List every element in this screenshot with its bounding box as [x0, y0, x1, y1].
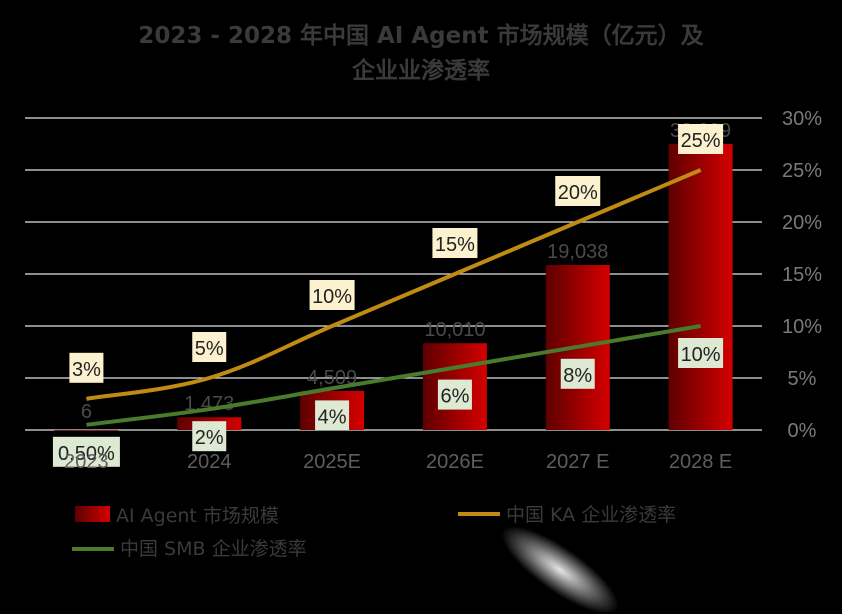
- point-label-box: [52, 436, 120, 467]
- legend: AI Agent 市场规模 中国 KA 企业渗透率 中国 SMB 企业渗透率: [72, 504, 676, 560]
- point-label-box: [437, 379, 472, 410]
- point-label-box: [309, 280, 355, 310]
- point-label-box: [678, 338, 724, 368]
- point-label: 4%: [318, 406, 347, 428]
- series-line: [86, 168, 702, 401]
- point-label: 25%: [681, 130, 721, 152]
- x-tick-label: 2026E: [426, 451, 484, 473]
- point-label-box: [192, 421, 227, 452]
- line-point-labels: 3% 5% 10% 15% 20% 25% 0.50% 2% 4% 6% 8% 10%: [52, 124, 724, 467]
- point-label-box: [192, 332, 227, 362]
- legend-label-ka: 中国 KA 企业渗透率: [506, 504, 676, 526]
- bar-value-label: 6: [81, 401, 92, 423]
- point-label-box: [560, 358, 595, 389]
- point-label: 15%: [435, 234, 475, 256]
- point-label: 0.50%: [58, 443, 115, 465]
- x-tick-label: 2027 E: [546, 451, 609, 473]
- bar-value-label: 4,509: [307, 367, 357, 389]
- point-label-box: [432, 228, 478, 258]
- y-tick-label: 30%: [782, 108, 822, 130]
- legend-label-smb: 中国 SMB 企业渗透率: [120, 538, 307, 560]
- x-tick-label: 2023: [64, 451, 109, 473]
- point-label: 2%: [195, 427, 224, 449]
- legend-label-bar: AI Agent 市场规模: [116, 505, 279, 527]
- series-line: [86, 324, 701, 427]
- point-label-box: [678, 124, 724, 154]
- point-label-box: [555, 176, 601, 206]
- bar-value-label: 19,038: [547, 241, 608, 263]
- chart-title-line-2: 企业业渗透率: [351, 57, 490, 84]
- y-tick-label: 15%: [782, 264, 822, 286]
- chart-title-line-1: 2023 - 2028 年中国 AI Agent 市场规模（亿元）及: [138, 22, 703, 49]
- bar: [668, 143, 733, 430]
- y-tick-label: 5%: [788, 368, 817, 390]
- x-tick-label: 2025E: [303, 451, 361, 473]
- y-tick-label: 25%: [782, 160, 822, 182]
- x-axis-ticks: 2023 2024 2025E 2026E 2027 E 2028 E: [64, 451, 732, 473]
- point-label: 3%: [72, 359, 101, 381]
- corner-glow: [501, 525, 619, 614]
- point-label: 6%: [440, 386, 469, 408]
- point-label: 5%: [195, 338, 224, 360]
- x-tick-label: 2024: [187, 451, 232, 473]
- bar: [54, 429, 119, 431]
- point-label: 8%: [563, 365, 592, 387]
- y-tick-label: 20%: [782, 212, 822, 234]
- right-axis-ticks: 0% 5% 10% 15% 20% 25% 30%: [782, 108, 822, 442]
- bar-value-label: 10,010: [424, 319, 485, 341]
- line-series: [86, 168, 702, 427]
- point-label: 20%: [558, 182, 598, 204]
- legend-swatch-bar: [75, 506, 110, 522]
- point-label-box: [315, 400, 350, 431]
- gridlines: [25, 117, 762, 431]
- y-tick-label: 10%: [782, 316, 822, 338]
- point-label: 10%: [681, 344, 721, 366]
- y-tick-label: 0%: [788, 420, 817, 442]
- x-tick-label: 2028 E: [669, 451, 732, 473]
- point-label-box: [69, 352, 104, 383]
- point-label: 10%: [312, 286, 352, 308]
